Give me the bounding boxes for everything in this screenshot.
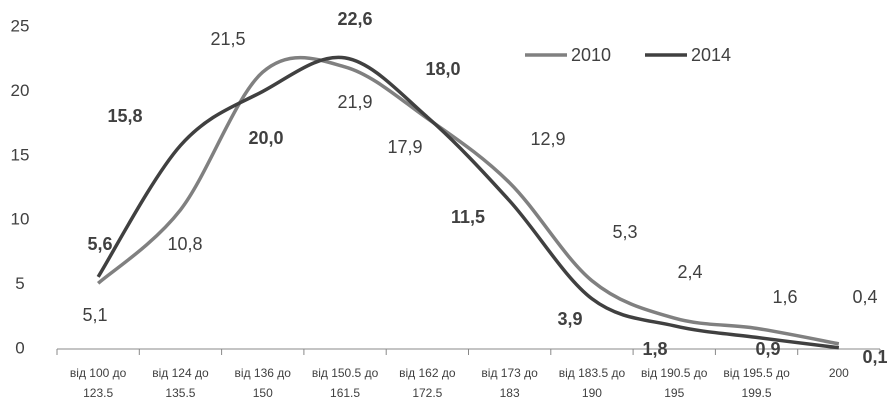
x-tick-label: від 195.5 до 199.5: [723, 366, 790, 400]
data-label: 21,5: [210, 29, 245, 49]
data-label: 0,9: [755, 339, 780, 359]
x-tick-label: від 100 до 123.5: [69, 366, 127, 400]
y-tick-label: 15: [11, 145, 30, 164]
y-tick-label: 5: [15, 274, 24, 293]
x-tick-label: від 183.5 до 190: [558, 366, 626, 400]
x-tick-label: від 136 до 150: [234, 366, 291, 400]
data-label: 12,9: [530, 129, 565, 149]
x-tick-label: від 124 до 135.5: [152, 366, 209, 400]
data-label: 22,6: [337, 9, 372, 29]
y-tick-label: 0: [15, 338, 24, 357]
x-tick-label: 200: [828, 366, 849, 380]
line-series: [96, 55, 840, 346]
x-tick-label: від 150.5 до 161.5: [311, 366, 379, 400]
y-tick-label: 10: [11, 210, 30, 229]
data-label: 21,9: [337, 92, 372, 112]
y-tick-label: 20: [11, 81, 30, 100]
data-label: 15,8: [107, 106, 142, 126]
x-tick-label: від 162 до 172.5: [399, 366, 456, 400]
data-label: 18,0: [425, 59, 460, 79]
data-label: 2,4: [677, 262, 702, 282]
data-label: 1,8: [642, 339, 667, 359]
legend-label: 2014: [691, 45, 731, 65]
data-label: 17,9: [387, 137, 422, 157]
data-label: 11,5: [451, 207, 485, 227]
data-label: 20,0: [248, 128, 283, 148]
x-tick-label: від 190.5 до 195: [641, 366, 708, 400]
data-label: 5,3: [612, 222, 637, 242]
y-tick-label: 25: [11, 16, 30, 35]
data-label: 3,9: [557, 309, 582, 329]
data-label: 0,1: [862, 347, 887, 367]
data-label: 5,6: [87, 234, 112, 254]
data-label: 10,8: [167, 234, 202, 254]
data-label: 0,4: [852, 287, 877, 307]
data-label: 1,6: [772, 287, 797, 307]
line-series: [96, 55, 840, 350]
x-tick-label: від 173 до 183: [481, 366, 538, 400]
data-label: 5,1: [82, 305, 107, 325]
legend-label: 2010: [571, 45, 611, 65]
